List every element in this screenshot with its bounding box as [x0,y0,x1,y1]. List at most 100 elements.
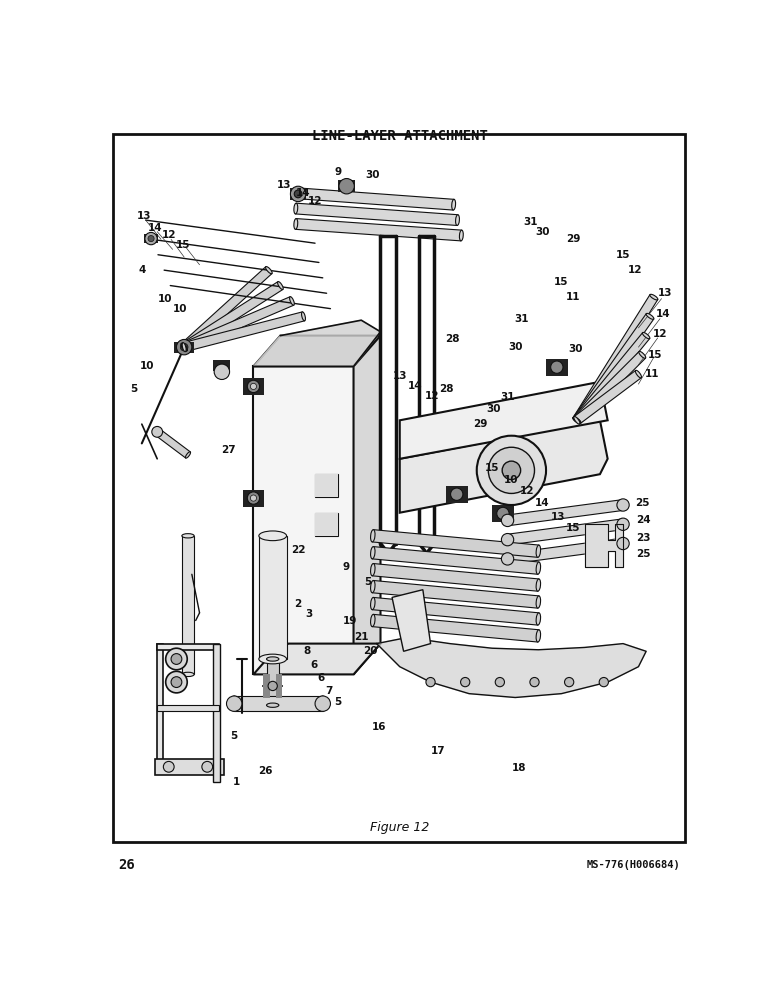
Text: 16: 16 [372,722,386,732]
Text: 28: 28 [445,334,459,344]
Bar [264,674,270,698]
Bar [214,644,220,782]
Polygon shape [507,519,624,545]
Text: 13: 13 [277,180,292,190]
Ellipse shape [186,452,190,458]
Polygon shape [574,370,641,424]
Polygon shape [372,614,539,642]
Text: 20: 20 [363,646,378,656]
Polygon shape [507,500,624,526]
Text: 4: 4 [138,265,146,275]
Text: 15: 15 [615,250,630,260]
Text: 8: 8 [303,646,311,656]
Ellipse shape [536,596,541,608]
Circle shape [171,654,182,664]
Circle shape [617,518,629,530]
Bar [315,513,339,536]
Circle shape [145,232,158,245]
Text: 30: 30 [508,342,523,352]
Text: 7: 7 [325,686,332,696]
Polygon shape [399,382,608,459]
Text: 11: 11 [645,369,660,379]
Circle shape [294,190,302,198]
Circle shape [617,537,629,550]
Circle shape [460,677,470,687]
Ellipse shape [536,630,541,642]
Circle shape [339,179,354,194]
Bar [158,705,219,711]
Ellipse shape [278,282,283,290]
Polygon shape [155,429,190,458]
Bar [174,342,194,353]
Circle shape [477,436,546,505]
Ellipse shape [536,579,541,591]
Text: 5: 5 [130,384,138,394]
Text: 5: 5 [231,731,238,741]
Text: 13: 13 [658,288,672,298]
Text: 18: 18 [512,763,526,773]
Ellipse shape [573,417,581,423]
Text: 28: 28 [438,384,453,394]
Circle shape [488,447,534,493]
Circle shape [165,671,187,693]
Text: 13: 13 [392,371,407,381]
Text: 30: 30 [535,227,549,237]
Text: 11: 11 [566,292,580,302]
Polygon shape [372,597,539,625]
Polygon shape [254,336,381,366]
Polygon shape [296,188,454,210]
Text: 13: 13 [551,512,565,522]
Ellipse shape [370,530,375,542]
Circle shape [250,383,257,390]
Text: 23: 23 [636,533,651,543]
Text: 22: 22 [291,545,305,555]
Text: 15: 15 [555,277,569,287]
Text: 15: 15 [176,240,190,250]
Text: 14: 14 [408,381,423,391]
Circle shape [599,677,608,687]
Bar [254,366,353,674]
Ellipse shape [646,313,654,319]
Text: 14: 14 [535,498,550,508]
Ellipse shape [505,554,509,564]
Polygon shape [296,219,462,241]
Text: MS-776(H006684): MS-776(H006684) [587,860,681,870]
Text: 17: 17 [431,746,445,756]
Polygon shape [234,696,323,711]
Text: 5: 5 [335,697,342,707]
Bar [290,188,306,200]
Bar [315,474,339,497]
Bar [158,644,163,767]
Bar [315,474,339,497]
Circle shape [247,380,260,393]
Text: 25: 25 [636,549,651,559]
Polygon shape [392,590,431,651]
Polygon shape [573,295,658,423]
Bar [158,761,219,767]
Circle shape [215,364,229,379]
Text: 12: 12 [519,486,534,496]
Ellipse shape [536,545,541,557]
Ellipse shape [302,312,306,321]
Polygon shape [183,297,294,351]
Circle shape [451,488,463,500]
Text: 6: 6 [317,673,324,683]
Text: 31: 31 [500,392,515,402]
Ellipse shape [621,538,625,549]
Text: 15: 15 [648,350,663,360]
Ellipse shape [259,531,286,541]
Ellipse shape [452,199,456,210]
Text: 6: 6 [310,660,317,670]
Bar [276,674,282,698]
Ellipse shape [183,343,186,352]
Circle shape [530,677,539,687]
Polygon shape [181,267,272,351]
Text: 12: 12 [425,391,439,401]
Text: 19: 19 [343,615,358,626]
Bar [158,644,219,650]
Circle shape [171,677,182,687]
Ellipse shape [643,332,650,339]
Text: 26: 26 [119,858,136,872]
Text: Figure 12: Figure 12 [370,821,430,834]
Circle shape [502,553,514,565]
